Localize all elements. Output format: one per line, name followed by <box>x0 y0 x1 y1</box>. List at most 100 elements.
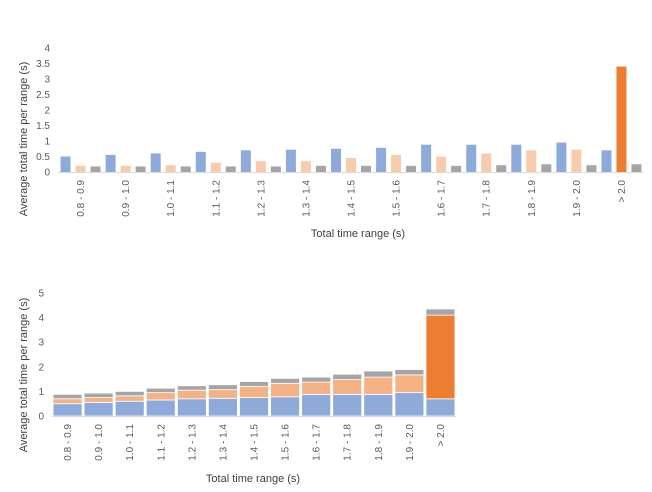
segment-1-4-1-5-series-2 <box>239 386 269 398</box>
segment-0-8-0-9-series-2 <box>52 398 83 405</box>
x-tick-label: 0.9 - 1.0 <box>94 424 105 461</box>
bar-1-4-1-5-series-2 <box>346 158 356 172</box>
x-tick-label: 0.9 - 1.0 <box>121 180 132 217</box>
bar-1-0-1-1-series-3 <box>180 166 191 172</box>
bar-1-1-1-2-series-3 <box>225 166 236 172</box>
x-tick-label: 1.0 - 1.1 <box>125 424 136 461</box>
y-tick-label: 2 <box>38 362 44 373</box>
bar-1-3-1-4-series-1 <box>285 149 296 172</box>
bar-1-0-1-1-series-2 <box>165 165 176 172</box>
y-tick-label: 3 <box>38 338 44 349</box>
x-tick-label: 1.6 - 1.7 <box>437 180 448 217</box>
x-tick-label: 1.4 - 1.5 <box>347 180 358 217</box>
bar-2-0-series-3 <box>631 164 642 172</box>
x-tick-label: 1.2 - 1.3 <box>256 180 267 217</box>
stacked-bar-chart: 0 1 2 3 4 5 0.8 - 0.9 0.9 - 1.0 1.0 - 1.1 1.1 - … <box>18 289 456 485</box>
bar-1-6-1-7-series-3 <box>451 165 462 172</box>
bar-1-5-1-6-series-1 <box>376 147 387 172</box>
x-axis-title: Total time range (s) <box>206 473 300 485</box>
x-tick-label: 1.9 - 2.0 <box>405 424 416 461</box>
bar-group <box>60 66 642 172</box>
bar-1-0-1-1-series-1 <box>150 153 161 172</box>
segment-0-9-1-0-series-2 <box>83 397 114 403</box>
grouped-bar-chart: 0 0.5 1 1.5 2 2.5 3 3.5 4 0.8 - 0.9 0.9 - 1.0 1.0 … <box>18 44 644 240</box>
segment-1-9-2-0-series-3 <box>394 369 425 376</box>
stacked-bar-group <box>52 308 456 417</box>
x-tick-label: 1.1 - 1.2 <box>156 424 167 461</box>
y-tick-label: 3 <box>44 75 50 86</box>
bar-1-1-1-2-series-2 <box>210 162 221 172</box>
segment-1-0-1-1-series-2 <box>114 395 145 402</box>
bar-1-5-1-6-series-3 <box>406 165 417 172</box>
bar-2-0-series-1 <box>601 150 612 172</box>
bar-0-8-0-9-series-2 <box>75 165 86 172</box>
segment-1-9-2-0-series-2 <box>394 374 425 394</box>
bar-0-8-0-9-series-3 <box>90 166 101 172</box>
x-tick-label: 1.3 - 1.4 <box>301 180 312 217</box>
x-tick-label: 1.1 - 1.2 <box>211 180 222 217</box>
x-tick-label: 1.0 - 1.1 <box>166 180 177 217</box>
segment-1-6-1-7-series-1 <box>301 393 332 417</box>
segment-1-9-2-0-series-1 <box>394 392 425 417</box>
segment-0-9-1-0-series-3 <box>83 392 114 398</box>
bar-1-8-1-9-series-2 <box>526 150 537 172</box>
x-tick-labels: 0.8 - 0.9 0.9 - 1.0 1.0 - 1.1 1.1 - 1.2 1.2 … <box>63 424 447 461</box>
bar-1-6-1-7-series-2 <box>436 156 447 172</box>
y-tick-label: 3.5 <box>36 59 50 70</box>
bar-1-6-1-7-series-1 <box>421 144 432 172</box>
y-tick-label: 1 <box>38 387 44 398</box>
segment-1-8-1-9-series-2 <box>363 376 394 395</box>
segment-1-4-1-5-series-1 <box>239 397 269 417</box>
segment-1-5-1-6-series-3 <box>270 377 300 384</box>
bar-1-8-1-9-series-1 <box>511 144 522 172</box>
bar-1-4-1-5-series-1 <box>331 148 341 172</box>
y-tick-label: 2.5 <box>36 90 50 101</box>
bar-1-7-1-8-series-1 <box>466 144 477 172</box>
segment-1-6-1-7-series-2 <box>301 381 332 395</box>
x-tick-label: 1.7 - 1.8 <box>482 180 493 217</box>
segment-1-8-1-9-series-3 <box>363 370 394 378</box>
segment-0-9-1-0-series-1 <box>83 402 114 417</box>
segment-1-6-1-7-series-3 <box>301 376 332 383</box>
bar-2-0-series-2 <box>616 66 627 172</box>
segment-1-7-1-8-series-2 <box>332 379 363 395</box>
x-tick-label: 0.8 - 0.9 <box>76 180 87 217</box>
x-tick-label: 1.4 - 1.5 <box>250 424 261 461</box>
bar-1-9-2-0-series-1 <box>556 142 567 172</box>
segment-1-0-1-1-series-1 <box>114 400 145 417</box>
bar-0-9-1-0-series-3 <box>135 166 146 172</box>
segment-2-0-series-1 <box>425 398 456 417</box>
bar-1-7-1-8-series-3 <box>496 165 507 172</box>
bar-1-2-1-3-series-1 <box>240 150 251 172</box>
segment-1-5-1-6-series-1 <box>270 396 300 417</box>
x-tick-label: 1.3 - 1.4 <box>218 424 229 461</box>
y-tick-label: 4 <box>38 313 44 324</box>
x-tick-label: 1.6 - 1.7 <box>312 424 323 461</box>
bar-1-1-1-2-series-1 <box>195 151 206 172</box>
bar-1-7-1-8-series-2 <box>481 153 492 172</box>
segment-0-8-0-9-series-3 <box>52 393 83 400</box>
segment-1-1-1-2-series-3 <box>145 387 176 394</box>
y-tick-labels: 0 0.5 1 1.5 2 2.5 3 3.5 4 <box>36 44 50 179</box>
y-tick-label: 4 <box>44 44 50 55</box>
bar-1-9-2-0-series-3 <box>586 165 597 172</box>
x-tick-label: > 2.0 <box>436 424 447 447</box>
segment-1-2-1-3-series-2 <box>176 389 207 400</box>
segment-1-2-1-3-series-3 <box>176 385 207 391</box>
y-tick-labels: 0 1 2 3 4 5 <box>38 289 44 423</box>
y-axis-title: Average total time per range (s) <box>18 62 30 216</box>
segment-0-8-0-9-series-1 <box>52 403 83 417</box>
segment-1-1-1-2-series-2 <box>145 392 176 401</box>
bar-1-2-1-3-series-3 <box>270 166 281 172</box>
bar-1-3-1-4-series-3 <box>315 165 326 172</box>
segment-1-3-1-4-series-2 <box>208 389 238 399</box>
segment-1-5-1-6-series-2 <box>270 382 300 398</box>
bar-1-8-1-9-series-3 <box>541 164 552 172</box>
x-tick-label: 1.9 - 2.0 <box>572 180 583 217</box>
bar-0-9-1-0-series-2 <box>120 165 131 172</box>
segment-1-2-1-3-series-1 <box>176 398 207 417</box>
bar-1-9-2-0-series-2 <box>571 149 582 172</box>
bar-1-3-1-4-series-2 <box>300 161 311 172</box>
x-tick-labels: 0.8 - 0.9 0.9 - 1.0 1.0 - 1.1 1.1 - 1.2 1.2 … <box>76 180 628 217</box>
